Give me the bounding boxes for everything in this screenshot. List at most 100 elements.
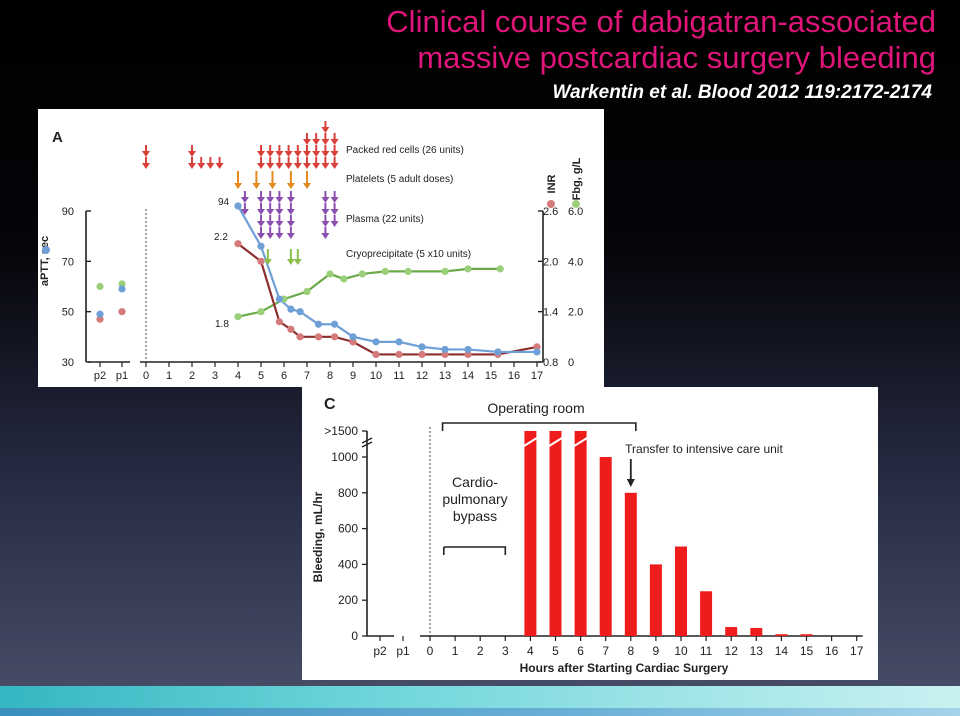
panel-a-pre-point (96, 310, 104, 318)
panel-a-plasma-arrow-head (321, 197, 330, 203)
panel-a-prbc-arrow (188, 145, 196, 157)
panel-a-plasma-arrow (275, 227, 284, 239)
slide-title: Clinical course of dabigatran-associated… (216, 4, 936, 76)
panel-a-prbc-arrow-head (188, 163, 196, 169)
panel-a-platelet-arrow-head (234, 183, 242, 189)
panel-c-x-axis-label: Hours after Starting Cardiac Surgery (520, 661, 729, 675)
panel-a-pre-point (96, 282, 104, 291)
panel-a-prbc-arrow-head (284, 163, 293, 169)
panel-a-prbc-arrow-head (330, 139, 339, 145)
panel-a-prbc-arrow-head (188, 151, 196, 157)
panel-c-bar-break (572, 436, 590, 448)
panel-c-bypass-label-line: Cardio- (452, 474, 498, 490)
panel-a-annotation-2-2: 2.2 (214, 232, 228, 243)
panel-a-fbg-axis-label: Fbg, g/L (571, 157, 583, 200)
panel-a-data-point (441, 267, 449, 275)
panel-a-platelet-arrow (234, 171, 242, 189)
panel-c-bar (700, 591, 713, 636)
panel-a-prbc-arrow-head (257, 163, 265, 169)
panel-c-bar (675, 546, 687, 636)
panel-a-x-tick-label: 2 (189, 370, 195, 382)
panel-a-plasma-arrow-head (330, 209, 339, 215)
panel-a-data-point (314, 333, 323, 341)
panel-a-prbc-arrow-head (266, 163, 275, 169)
panel-a-data-point (296, 333, 304, 341)
panel-a-plasma-arrow-head (266, 221, 275, 227)
panel-a-prbc-arrow (330, 145, 339, 157)
panel-a-prbc-arrow-head (275, 151, 284, 157)
panel-a-data-point (257, 242, 265, 250)
panel-a-data-point (372, 338, 380, 346)
panel-c-x-tick-label: 7 (602, 644, 609, 658)
panel-a-fbg-tick-label: 0 (568, 357, 574, 369)
panel-a-data-point (533, 343, 541, 351)
panel-a-data-point (464, 265, 472, 273)
panel-a-pre-point (118, 280, 126, 288)
panel-a-x-tick-label: 11 (393, 370, 404, 382)
panel-a-platelet-arrow (252, 171, 261, 189)
panel-a-transfusion-label: Cryoprecipitate (5 x10 units) (346, 249, 471, 260)
panel-a-prbc-arrow-head (293, 151, 302, 157)
panel-a-aptt-legend-dot (42, 246, 50, 254)
panel-a-prbc-arrow (303, 145, 311, 157)
panel-a-data-point (395, 338, 403, 346)
panel-a-plasma-arrow (257, 203, 265, 215)
slide-title-line1: Clinical course of dabigatran-associated (386, 4, 936, 39)
panel-a-plasma-arrow (286, 203, 295, 215)
panel-a-platelet-arrow-head (268, 183, 277, 189)
panel-a-plasma-arrow-head (330, 197, 339, 203)
panel-c-letter: C (324, 396, 336, 413)
panel-a-plasma-arrow (266, 191, 275, 203)
panel-c-y-axis-label: Bleeding, mL/hr (311, 491, 325, 582)
panel-c-x-tick-label: 12 (725, 644, 739, 658)
panel-a-fbg-tick-label: 2.0 (568, 307, 583, 319)
panel-a-x-tick-label: p2 (94, 370, 106, 382)
panel-a-prbc-arrow-head (142, 151, 150, 157)
panel-a-prbc-arrow (303, 157, 311, 169)
panel-c-y-tick-label: 200 (338, 593, 358, 607)
panel-a-prbc-arrow (293, 145, 302, 157)
panel-a-plasma-arrow (286, 227, 295, 239)
panel-a-data-point (331, 320, 339, 328)
panel-c-bypass-label-line: bypass (453, 508, 497, 524)
panel-a-fbg-legend-dot (572, 200, 580, 208)
panel-a-prbc-arrow-head (312, 139, 321, 145)
panel-c-bar (524, 431, 537, 636)
panel-a-x-tick-label: 0 (143, 370, 149, 382)
panel-a-plasma-arrow-head (321, 233, 330, 239)
panel-a-prbc-arrow-head (303, 151, 311, 157)
panel-a-annotation-94: 94 (218, 197, 230, 208)
panel-a-prbc-arrow (330, 133, 339, 145)
panel-c-operating-room-bracket (441, 422, 637, 431)
panel-a-prbc-arrow-head (206, 163, 215, 169)
slide-citation: Warkentin et al. Blood 2012 119:2172-217… (552, 82, 932, 103)
panel-a-data-point (287, 325, 295, 333)
panel-c-x-tick-label: 9 (653, 644, 660, 658)
panel-a-data-point (372, 350, 380, 359)
panel-a-prbc-arrow-head (215, 163, 224, 169)
panel-c-bypass-label-line: pulmonary (442, 491, 507, 507)
panel-a-prbc-arrow-head (321, 151, 330, 157)
panel-a-plasma-arrow-head (321, 209, 330, 215)
panel-a-x-tick-label: 6 (281, 370, 287, 382)
panel-a-data-point (418, 343, 426, 351)
panel-a-prbc-arrow (275, 145, 284, 157)
panel-a-data-point (287, 305, 295, 313)
panel-c-bar (800, 634, 813, 636)
panel-c-x-tick-label: p1 (396, 644, 410, 658)
panel-a-data-point (418, 350, 426, 359)
panel-a-prbc-arrow (142, 157, 150, 169)
panel-a-prbc-arrow (266, 145, 275, 157)
panel-a-prbc-arrow (312, 157, 321, 169)
panel-a-transfusion-label: Platelets (5 adult doses) (346, 174, 453, 185)
panel-a-prbc-arrow-head (321, 163, 330, 169)
panel-c-x-tick-label: 3 (502, 644, 509, 658)
panel-a-prbc-arrow-head (321, 127, 330, 133)
panel-a-plasma-arrow (240, 203, 249, 215)
panel-a-transfusion-label: Plasma (22 units) (346, 214, 424, 225)
panel-a-prbc-arrow-head (312, 163, 321, 169)
panel-a-plasma-arrow (330, 203, 339, 215)
panel-c-x-tick-label: 0 (427, 644, 434, 658)
panel-a-data-point (494, 348, 502, 356)
panel-c-y-break-1 (361, 437, 373, 444)
